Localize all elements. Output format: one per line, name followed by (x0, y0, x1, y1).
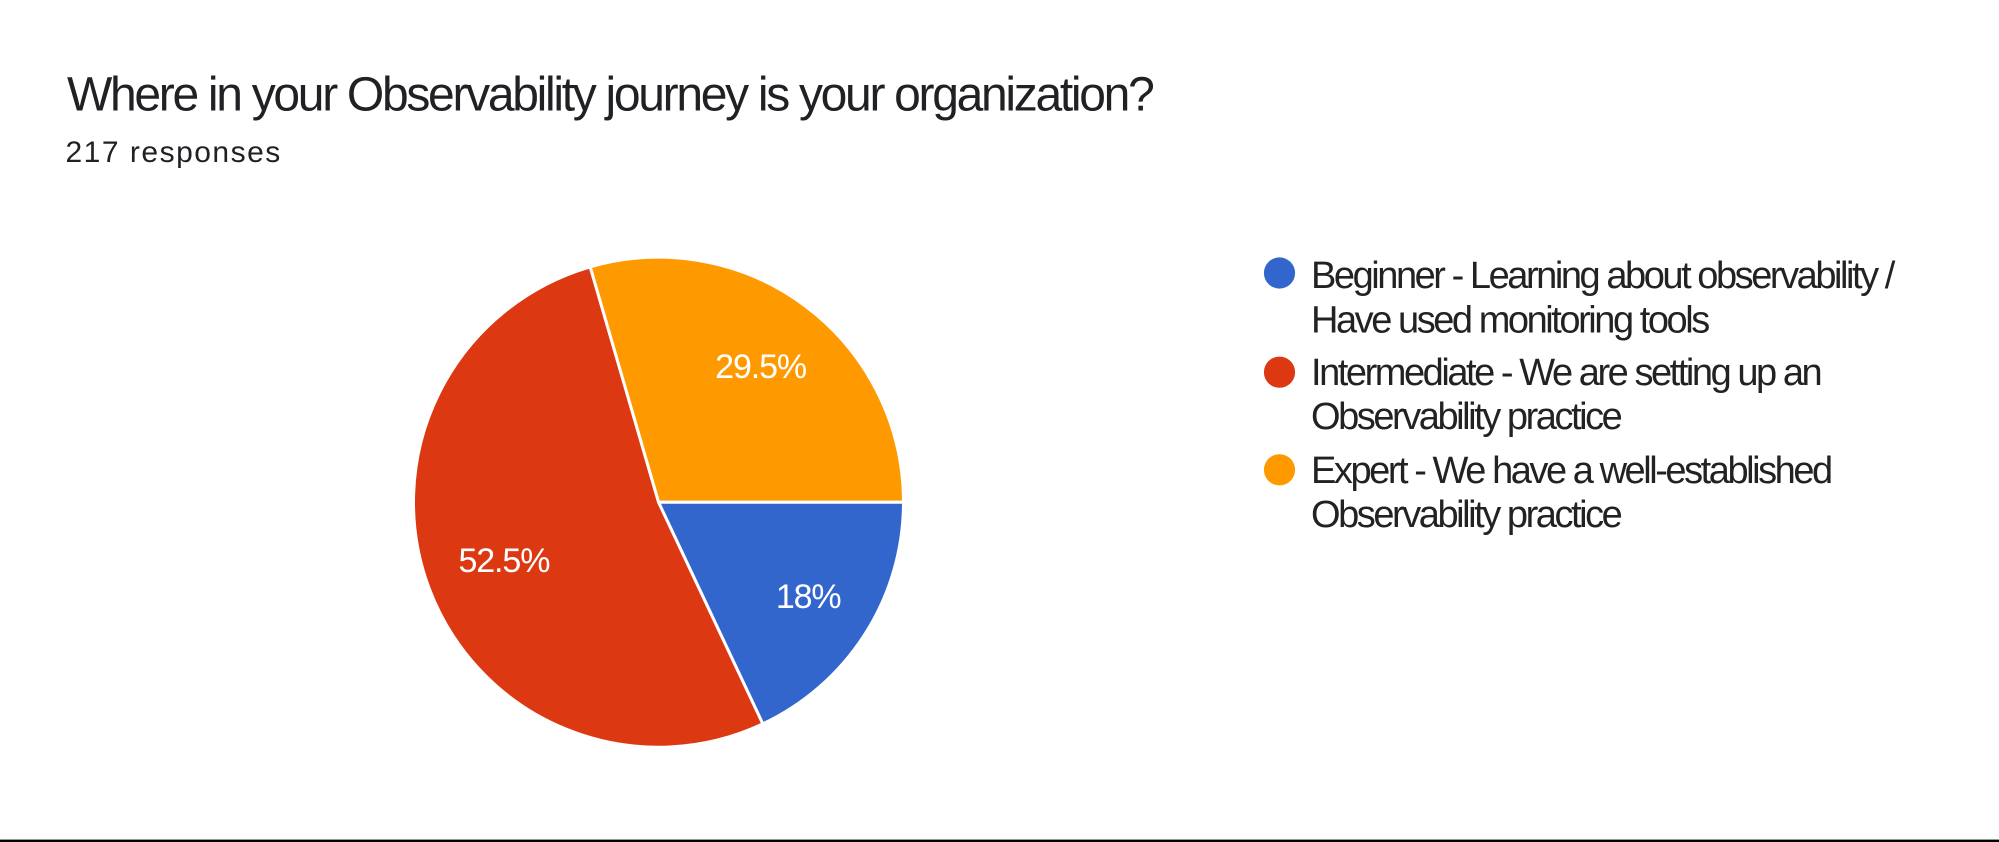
svg-text:Expert - We have a well-establ: Expert - We have a well-established (1311, 450, 1831, 492)
svg-text:217 responses: 217 responses (66, 136, 282, 169)
svg-text:29.5%: 29.5% (715, 348, 807, 386)
svg-text:52.5%: 52.5% (458, 542, 550, 580)
svg-text:Observability practice: Observability practice (1311, 494, 1622, 536)
svg-text:Have used monitoring tools: Have used monitoring tools (1311, 299, 1709, 341)
svg-text:Beginner - Learning about obse: Beginner - Learning about observability … (1311, 255, 1896, 297)
svg-text:18%: 18% (776, 578, 842, 616)
svg-text:Observability practice: Observability practice (1311, 396, 1622, 438)
svg-text:Where in your Observability jo: Where in your Observability journey is y… (67, 69, 1153, 122)
svg-text:Intermediate - We are setting: Intermediate - We are setting up an (1311, 352, 1821, 394)
